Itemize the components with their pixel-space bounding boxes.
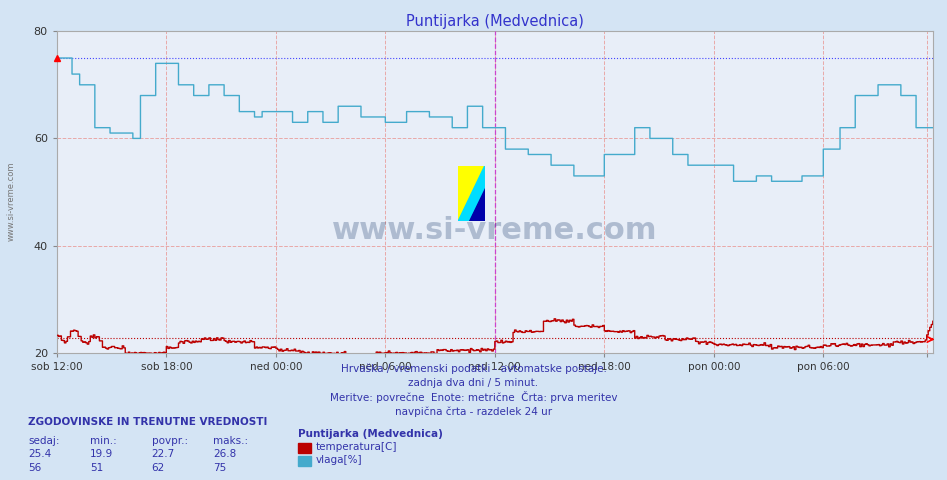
Polygon shape (458, 166, 485, 221)
Text: navpična črta - razdelek 24 ur: navpična črta - razdelek 24 ur (395, 407, 552, 417)
Text: povpr.:: povpr.: (152, 436, 188, 446)
Text: 56: 56 (28, 463, 42, 473)
Text: vlaga[%]: vlaga[%] (315, 455, 362, 465)
Polygon shape (469, 188, 485, 221)
Text: temperatura[C]: temperatura[C] (315, 442, 397, 452)
Title: Puntijarka (Medvednica): Puntijarka (Medvednica) (406, 13, 583, 29)
Text: 25.4: 25.4 (28, 449, 52, 459)
Text: min.:: min.: (90, 436, 116, 446)
Text: 19.9: 19.9 (90, 449, 114, 459)
Text: 22.7: 22.7 (152, 449, 175, 459)
Text: Hrvaška / vremenski podatki - avtomatske postaje.: Hrvaška / vremenski podatki - avtomatske… (341, 363, 606, 374)
Text: zadnja dva dni / 5 minut.: zadnja dva dni / 5 minut. (408, 378, 539, 388)
Text: 51: 51 (90, 463, 103, 473)
Text: www.si-vreme.com: www.si-vreme.com (332, 216, 657, 245)
Text: ZGODOVINSKE IN TRENUTNE VREDNOSTI: ZGODOVINSKE IN TRENUTNE VREDNOSTI (28, 417, 268, 427)
Text: 75: 75 (213, 463, 226, 473)
Text: 26.8: 26.8 (213, 449, 237, 459)
Text: maks.:: maks.: (213, 436, 248, 446)
Text: Meritve: povrečne  Enote: metrične  Črta: prva meritev: Meritve: povrečne Enote: metrične Črta: … (330, 391, 617, 403)
Text: Puntijarka (Medvednica): Puntijarka (Medvednica) (298, 429, 443, 439)
Text: sedaj:: sedaj: (28, 436, 60, 446)
Text: 62: 62 (152, 463, 165, 473)
Text: www.si-vreme.com: www.si-vreme.com (7, 162, 16, 241)
Polygon shape (458, 166, 485, 221)
